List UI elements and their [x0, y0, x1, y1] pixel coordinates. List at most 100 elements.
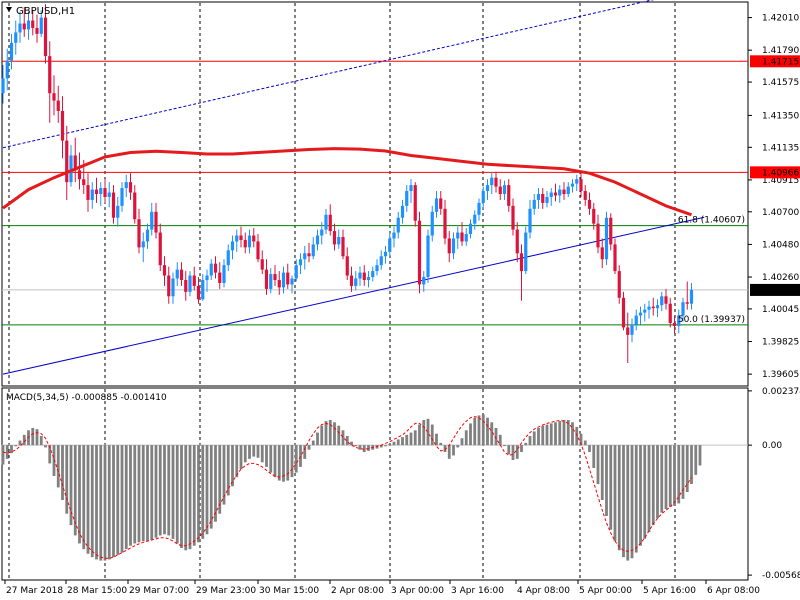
macd-bar: [290, 445, 294, 478]
candle-body: [196, 285, 201, 300]
macd-bar: [588, 445, 591, 452]
macd-bar: [664, 445, 668, 510]
candle-body: [562, 189, 566, 194]
candle-body: [681, 302, 685, 316]
candle: [22, 7, 26, 37]
macd-bar: [511, 445, 515, 460]
candle-body: [324, 214, 328, 230]
macd-bar: [388, 444, 392, 446]
candle-body: [651, 306, 655, 309]
candle: [243, 232, 247, 254]
candle: [26, 11, 31, 40]
trendline[interactable]: [2, 216, 705, 375]
candle-body: [434, 198, 439, 212]
macd-bar: [18, 440, 22, 446]
candle-body: [634, 315, 638, 325]
candle: [366, 271, 371, 288]
price-axis[interactable]: 1.42010 1.41790 1.41575 1.41350 1.41135 1.409…: [748, 14, 799, 381]
macd-bar: [137, 445, 141, 543]
macd-bar: [354, 445, 358, 447]
chart-menu-triangle-icon[interactable]: [6, 7, 12, 12]
macd-bar: [660, 445, 664, 513]
candle: [456, 226, 460, 249]
macd-bar: [124, 445, 128, 550]
macd-bar: [103, 445, 107, 561]
macd-bar: [95, 445, 98, 560]
candle: [332, 223, 337, 251]
candle: [647, 300, 651, 319]
candle: [56, 85, 60, 123]
macd-bar: [477, 415, 481, 446]
candle: [443, 199, 447, 245]
candle-body: [145, 229, 150, 242]
candle: [524, 226, 528, 275]
macd-bar: [452, 445, 455, 456]
candle: [230, 235, 235, 260]
candle-body: [222, 265, 226, 283]
candle-body: [124, 182, 128, 189]
candle-body: [213, 263, 218, 273]
candle-body: [90, 189, 94, 200]
candle: [303, 245, 307, 270]
candle: [345, 247, 349, 280]
horizontal-levels: [2, 60, 748, 326]
macd-bar: [184, 445, 188, 551]
candle-body: [511, 205, 515, 230]
macd-bar: [554, 422, 557, 446]
macd-bar: [384, 445, 387, 447]
candle-body: [473, 214, 477, 224]
macd-bar: [418, 424, 421, 446]
macd-bar: [350, 441, 353, 446]
candle: [660, 291, 664, 312]
candle: [65, 125, 69, 200]
candle-body: [426, 235, 430, 278]
candle: [94, 177, 99, 203]
macd-bar: [163, 445, 166, 535]
candle-body: [621, 297, 626, 328]
candle: [260, 250, 264, 275]
macd-bar: [358, 445, 362, 450]
candle: [120, 182, 124, 212]
candle-body: [358, 272, 362, 279]
macd-bar: [158, 445, 162, 536]
time-axis-label: 29 Mar 07:00: [129, 586, 189, 596]
macd-bar: [171, 445, 175, 539]
macd-bar: [694, 445, 698, 475]
macd-bar: [273, 445, 277, 478]
macd-axis-label: 0.00: [762, 441, 782, 451]
time-axis-label: 28 Mar 15:00: [67, 586, 127, 596]
candle: [532, 194, 536, 215]
macd-bar: [180, 445, 183, 548]
candle: [502, 180, 507, 200]
macd-axis[interactable]: 0.002374 0.00 -0.005686: [748, 387, 800, 581]
candle-body: [519, 253, 524, 272]
price-tag: 1.41715: [750, 55, 800, 68]
macd-bar: [481, 414, 485, 446]
candle: [5, 48, 9, 91]
candle-body: [507, 185, 511, 206]
candle: [107, 182, 111, 208]
candle: [596, 214, 600, 254]
candle: [413, 182, 417, 227]
candle: [99, 182, 103, 206]
candle-body: [379, 256, 383, 266]
candle-body: [179, 269, 184, 280]
candle-body: [587, 199, 592, 209]
candle: [9, 33, 14, 70]
candle: [553, 183, 558, 202]
candle-body: [468, 223, 473, 235]
candle-body: [549, 192, 553, 197]
candle-body: [490, 177, 494, 186]
candle-body: [230, 241, 235, 251]
candle-body: [311, 244, 315, 257]
candle-body: [281, 272, 286, 288]
candle: [473, 210, 477, 230]
moving-average-line: [2, 147, 692, 217]
macd-bar: [375, 445, 379, 449]
candle-body: [460, 232, 464, 242]
price-axis-label: 1.41790: [762, 46, 799, 56]
macd-bar: [107, 445, 111, 560]
time-axis[interactable]: 27 Mar 2018 28 Mar 15:00 29 Mar 07:00 29 Ma…: [4, 580, 760, 596]
candle: [464, 228, 468, 246]
